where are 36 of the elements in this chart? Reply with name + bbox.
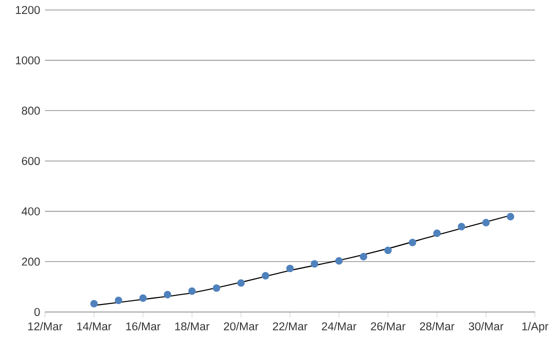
point [237, 279, 245, 287]
point [408, 238, 416, 246]
point [212, 284, 220, 292]
y-tick-label: 400 [22, 207, 40, 216]
x-tick-label: 1/Apr [522, 322, 548, 333]
point [433, 229, 441, 237]
point [360, 252, 368, 260]
point [458, 222, 466, 230]
x-tick-label: 30/Mar [468, 322, 504, 330]
x-tick-label: 18/Mar [175, 322, 210, 330]
x-tick-label: 26/Mar [370, 322, 406, 330]
y-tick-label: 200 [22, 258, 40, 266]
point [384, 246, 392, 254]
y-tick-label: 0 [34, 308, 40, 316]
point [262, 272, 270, 280]
y-tick-label: 1000 [16, 56, 40, 64]
x-tick-label: 24/Mar [322, 322, 356, 330]
point [164, 290, 172, 298]
point [188, 287, 196, 295]
point [482, 218, 490, 226]
x-tick-label: 28/Mar [420, 322, 454, 330]
point [335, 257, 343, 265]
point [286, 264, 294, 272]
y-tick-label: 800 [22, 106, 40, 115]
point [90, 300, 98, 308]
x-tick-label: 20/Mar [224, 322, 258, 330]
point [114, 296, 122, 304]
x-tick-label: 12/Mar [28, 322, 62, 330]
y-tick-label: 600 [22, 156, 40, 165]
point [506, 212, 514, 220]
x-tick-label: 22/Mar [272, 322, 308, 330]
x-tick-label: 16/Mar [126, 322, 160, 330]
point [310, 260, 318, 268]
point [139, 294, 147, 302]
y-tick-label: 1200 [16, 6, 40, 14]
x-tick-label: 14/Mar [77, 322, 112, 330]
